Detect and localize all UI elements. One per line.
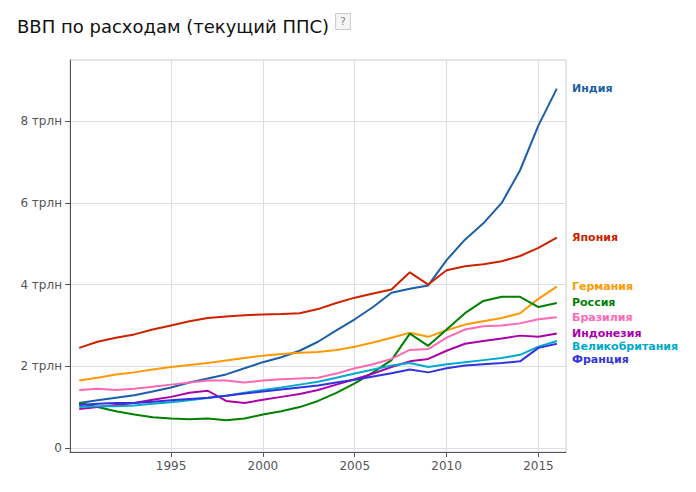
svg-text:2015: 2015 bbox=[523, 459, 554, 473]
svg-text:8 трлн: 8 трлн bbox=[20, 114, 62, 128]
svg-text:Германия: Германия bbox=[572, 280, 633, 293]
svg-text:4 трлн: 4 трлн bbox=[20, 278, 62, 292]
svg-text:Индия: Индия bbox=[572, 82, 612, 95]
svg-text:Индонезия: Индонезия bbox=[572, 327, 641, 340]
svg-text:1995: 1995 bbox=[156, 459, 187, 473]
svg-text:2005: 2005 bbox=[339, 459, 370, 473]
svg-text:Франция: Франция bbox=[572, 353, 629, 366]
svg-text:2010: 2010 bbox=[431, 459, 462, 473]
svg-text:Бразилия: Бразилия bbox=[572, 311, 633, 324]
svg-text:0: 0 bbox=[54, 441, 62, 455]
svg-text:?: ? bbox=[340, 15, 346, 28]
svg-text:Россия: Россия bbox=[572, 296, 615, 309]
svg-text:Япония: Япония bbox=[572, 231, 618, 244]
svg-text:6 трлн: 6 трлн bbox=[20, 196, 62, 210]
svg-text:2 трлн: 2 трлн bbox=[20, 359, 62, 373]
svg-text:Великобритания: Великобритания bbox=[572, 340, 678, 353]
svg-text:ВВП по расходам (текущий ППС): ВВП по расходам (текущий ППС) bbox=[17, 16, 329, 37]
svg-text:2000: 2000 bbox=[248, 459, 279, 473]
